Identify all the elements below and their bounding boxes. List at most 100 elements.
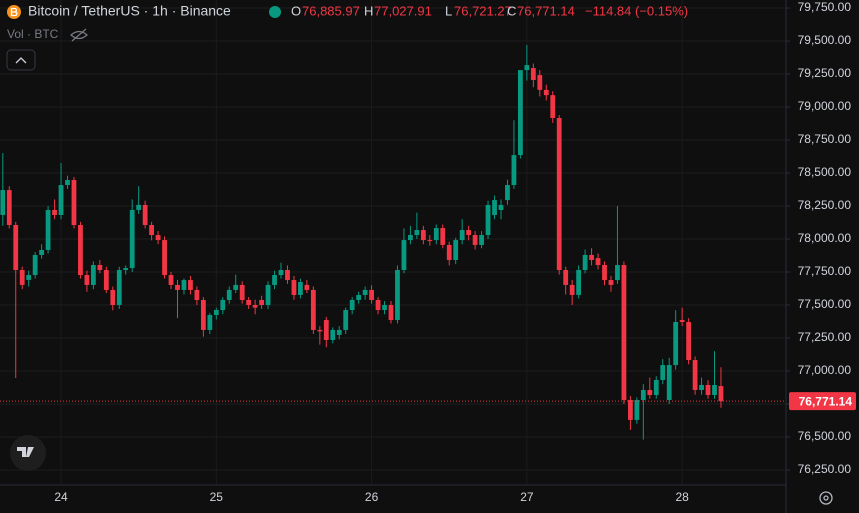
candle-body xyxy=(608,280,614,285)
volume-label: Vol · BTC xyxy=(7,27,59,41)
candle-body xyxy=(686,322,692,361)
candle-body xyxy=(569,284,575,295)
candle-body xyxy=(712,384,717,395)
y-tick-label: 78,000.00 xyxy=(798,231,852,245)
candle-body xyxy=(563,270,569,285)
candle-body xyxy=(26,275,32,280)
y-tick-label: 77,250.00 xyxy=(798,330,852,344)
candle-body xyxy=(505,185,510,201)
candle-body xyxy=(576,270,582,295)
candle-body xyxy=(375,299,381,311)
candle-body xyxy=(291,280,297,295)
open-key: O xyxy=(291,3,301,18)
candle-body xyxy=(175,284,180,290)
candle-body xyxy=(226,289,232,300)
candle-body xyxy=(310,289,316,330)
candle-body xyxy=(65,180,70,186)
candle-body xyxy=(162,240,167,276)
y-tick-label: 77,000.00 xyxy=(798,363,852,377)
high-value: 77,027.91 xyxy=(374,3,432,18)
x-tick-label: 27 xyxy=(520,490,534,504)
candle-body xyxy=(213,310,219,316)
candle-body xyxy=(388,304,394,321)
candle-body xyxy=(136,204,142,210)
x-tick-label: 26 xyxy=(365,490,379,504)
candle-body xyxy=(595,258,601,266)
candle-body xyxy=(39,249,45,255)
symbol-title: Bitcoin / TetherUS · 1h · Binance xyxy=(28,3,231,19)
candle-body xyxy=(382,304,387,311)
candle-body xyxy=(220,299,226,311)
candle-body xyxy=(45,209,51,250)
y-tick-label: 76,250.00 xyxy=(798,462,852,476)
market-status[interactable] xyxy=(269,6,281,18)
candle-body xyxy=(103,270,109,290)
y-tick-label: 78,750.00 xyxy=(798,132,852,146)
candle-body xyxy=(265,284,271,305)
candle-body xyxy=(401,240,407,271)
candle-body xyxy=(589,254,594,260)
collapse-button[interactable] xyxy=(6,49,36,71)
candle-body xyxy=(408,235,413,241)
settings-core xyxy=(823,495,829,501)
low-key: L xyxy=(445,3,452,18)
candle-body xyxy=(194,289,200,300)
y-tick-label: 79,000.00 xyxy=(798,99,852,113)
visibility-toggle[interactable] xyxy=(70,28,88,42)
candle-body xyxy=(705,384,711,395)
candle-body xyxy=(679,320,685,323)
candle-body xyxy=(427,240,433,242)
candle-body xyxy=(550,95,556,118)
candle-body xyxy=(718,386,724,402)
y-tick-label: 79,750.00 xyxy=(798,0,852,14)
candle-body xyxy=(537,75,543,90)
candles xyxy=(0,45,786,440)
candle-body xyxy=(32,254,38,276)
settings-ring xyxy=(819,491,833,505)
candle-body xyxy=(692,360,698,390)
candle-body xyxy=(90,265,96,285)
candle-body xyxy=(168,275,174,285)
candle-body xyxy=(479,235,484,245)
bitcoin-glyph xyxy=(10,7,18,17)
candle-body xyxy=(446,244,452,260)
y-tick-label: 79,250.00 xyxy=(798,66,852,80)
close-value: 76,771.14 xyxy=(517,3,575,18)
candle-body xyxy=(511,155,517,186)
candle-body xyxy=(556,117,562,271)
candle-body xyxy=(19,270,25,285)
candle-body xyxy=(330,329,336,340)
candle-body xyxy=(246,299,252,305)
settings-button[interactable] xyxy=(819,491,833,505)
candle-body xyxy=(304,284,310,290)
change-value: −114.84 (−0.15%) xyxy=(585,3,688,18)
candle-body xyxy=(52,209,57,215)
candle-body xyxy=(673,322,679,366)
candle-body xyxy=(356,294,362,300)
candle-body xyxy=(252,304,258,308)
candle-body xyxy=(492,200,497,215)
candle-body xyxy=(323,320,329,340)
last-price-box xyxy=(789,392,856,411)
candle-body xyxy=(233,284,239,290)
candle-body xyxy=(97,265,103,271)
axis-labels: 76,250.0076,500.0076,750.0077,000.0077,2… xyxy=(54,0,856,504)
y-tick-label: 78,500.00 xyxy=(798,165,852,179)
candle-body xyxy=(369,289,374,300)
candle-body xyxy=(181,280,187,290)
candle-body xyxy=(640,389,646,401)
candle-body xyxy=(530,68,536,80)
candle-body xyxy=(317,329,323,332)
candle-body xyxy=(298,282,303,295)
candle-body xyxy=(13,225,19,271)
candle-body xyxy=(660,365,666,380)
candle-body xyxy=(110,289,116,305)
candle-body xyxy=(472,235,478,245)
candle-body xyxy=(602,265,607,281)
eye-slash xyxy=(71,28,87,42)
candle-body xyxy=(259,299,264,305)
candle-body xyxy=(459,230,465,241)
y-tick-label: 79,500.00 xyxy=(798,33,852,47)
